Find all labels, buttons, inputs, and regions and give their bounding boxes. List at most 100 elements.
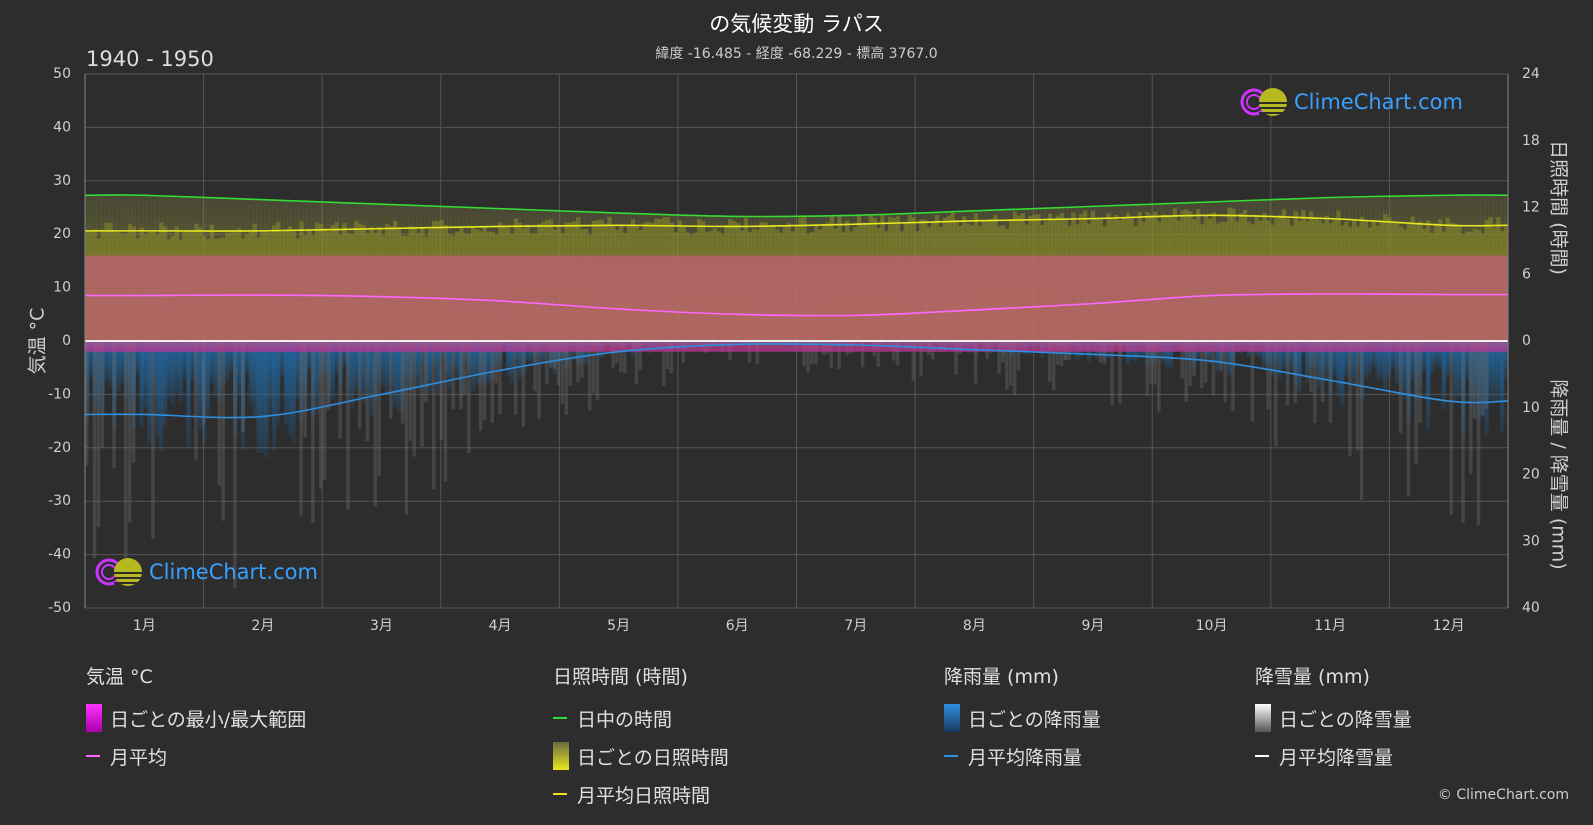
rain-bar xyxy=(1426,341,1431,431)
rain-bar xyxy=(1398,341,1404,392)
rain-bar xyxy=(552,341,558,375)
precip-tick-label: 10 xyxy=(1522,400,1540,416)
rain-bar xyxy=(1453,341,1458,401)
rain-bar xyxy=(299,341,304,423)
rain-bar xyxy=(1219,341,1224,365)
temp-tick-label: 50 xyxy=(53,66,71,82)
rain-bar xyxy=(229,341,234,372)
legend-label: 月平均日照時間 xyxy=(577,784,711,807)
precip-bar xyxy=(954,341,958,375)
precip-bar xyxy=(537,341,541,420)
precip-bar xyxy=(556,341,561,386)
rain-bar xyxy=(1153,341,1158,363)
rain-bar xyxy=(1231,341,1236,371)
precip-bar xyxy=(623,341,627,374)
precip-bar xyxy=(494,341,498,384)
rain-bar xyxy=(182,341,187,379)
rain-bar xyxy=(322,341,328,374)
rain-bar xyxy=(490,341,495,381)
series-line-2 xyxy=(84,293,1509,317)
rain-bar xyxy=(369,341,374,416)
rain-bar xyxy=(1293,341,1298,388)
rain-bar xyxy=(1316,341,1322,389)
precip-bar xyxy=(1418,341,1422,424)
rain-bar xyxy=(123,341,129,402)
sunshine-tick-label: 24 xyxy=(1522,66,1540,82)
rain-bar xyxy=(225,341,230,381)
legend-snow: 降雪量 (mm) 日ごとの降雪量 月平均降雪量 xyxy=(1255,662,1412,775)
rain-bar xyxy=(217,341,222,403)
rain-bar xyxy=(248,341,253,406)
rain-bar xyxy=(346,341,351,390)
white-swatch-icon xyxy=(1255,704,1271,732)
precip-bar xyxy=(661,341,666,386)
rain-bar xyxy=(459,341,464,399)
precip-bar xyxy=(552,341,557,369)
precip-bar xyxy=(478,341,483,431)
rain-bar xyxy=(412,341,417,378)
precip-bar xyxy=(412,341,416,457)
pink-line-icon xyxy=(86,755,100,757)
precip-bar xyxy=(1480,341,1485,416)
rain-bar xyxy=(159,341,164,453)
rain-bar xyxy=(1355,341,1361,368)
precip-bar xyxy=(560,341,565,404)
rain-bar xyxy=(233,341,238,438)
precip-bar xyxy=(911,341,916,381)
rain-bar xyxy=(564,341,569,371)
rain-bar xyxy=(252,341,257,419)
rain-bar xyxy=(291,341,296,443)
legend-label: 月平均 xyxy=(110,746,168,769)
rain-bar xyxy=(311,341,316,420)
rain-bar xyxy=(201,341,207,445)
brand-logo-bottom[interactable]: ClimeChart.com xyxy=(95,556,318,588)
precip-bar xyxy=(1149,341,1153,385)
precip-bar xyxy=(100,341,105,448)
month-tick-label: 4月 xyxy=(489,618,512,634)
rain-bar xyxy=(131,341,136,428)
rain-bar xyxy=(303,341,308,411)
rain-bar xyxy=(209,341,214,384)
rain-bar xyxy=(186,341,191,449)
precip-bar xyxy=(755,341,760,364)
precip-bar xyxy=(611,341,615,369)
rain-bar xyxy=(1270,341,1275,377)
precip-bar xyxy=(357,341,362,429)
precip-bar xyxy=(1355,341,1360,451)
temp-tick-label: 0 xyxy=(62,333,71,349)
precip-bar xyxy=(1223,341,1227,402)
rain-bar xyxy=(1320,341,1326,372)
rain-bar xyxy=(174,341,179,395)
rain-bar xyxy=(88,341,94,378)
precip-bar xyxy=(404,341,409,515)
month-tick-label: 2月 xyxy=(251,618,274,634)
series-line-3 xyxy=(84,343,1509,419)
rain-bar xyxy=(1192,341,1197,370)
brand-logo-top[interactable]: ClimeChart.com xyxy=(1240,86,1463,118)
rain-bar xyxy=(1145,341,1150,366)
precip-bar xyxy=(311,341,315,523)
rain-bar xyxy=(1383,341,1388,391)
rain-bar xyxy=(521,341,526,376)
rain-bar xyxy=(357,341,363,393)
rain-bar xyxy=(478,341,483,386)
rain-bar xyxy=(548,341,554,367)
rain-bar xyxy=(1125,341,1131,365)
rain-bar xyxy=(1472,341,1478,400)
precip-bar xyxy=(1266,341,1270,410)
precip-bar xyxy=(85,341,89,466)
rain-bar xyxy=(509,341,515,384)
temp-tick-label: 20 xyxy=(53,226,71,242)
temp-tick-label: -50 xyxy=(48,600,71,616)
precip-bar xyxy=(131,341,136,463)
rain-bar xyxy=(1344,341,1349,377)
rain-bar xyxy=(1161,341,1166,364)
precip-bar xyxy=(860,341,865,368)
precip-bar xyxy=(127,341,132,523)
rain-bar xyxy=(1352,341,1357,388)
precip-bar xyxy=(669,341,674,374)
rain-bar xyxy=(365,341,370,388)
precip-bar xyxy=(420,341,424,447)
white-line-icon xyxy=(1255,755,1269,757)
temp-tick-label: -30 xyxy=(48,493,71,509)
